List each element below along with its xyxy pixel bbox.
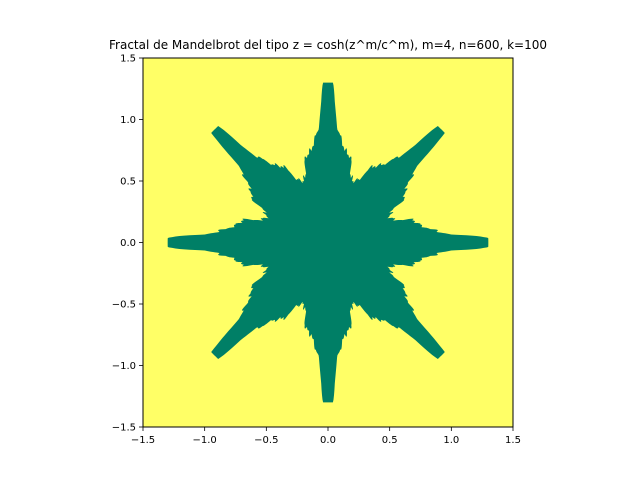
y-tick-label: 1.5 [120, 54, 136, 65]
plot-area [142, 57, 514, 428]
y-tick-label: −1.0 [112, 361, 136, 372]
x-tick-label: 0.5 [382, 435, 398, 446]
y-tick-label: −1.5 [112, 423, 136, 434]
x-tick-label: −0.5 [254, 435, 278, 446]
x-tick-label: 1.5 [505, 435, 521, 446]
y-tick-label: −0.5 [112, 300, 136, 311]
chart-title: Fractal de Mandelbrot del tipo z = cosh(… [109, 38, 547, 52]
x-tick-label: 0.0 [320, 435, 336, 446]
y-axis: −1.5 −1.0 −0.5 0.0 0.5 1.0 1.5 [112, 54, 143, 434]
y-tick-label: 0.5 [120, 177, 136, 188]
y-tick-label: 1.0 [120, 115, 136, 126]
x-axis: −1.5 −1.0 −0.5 0.0 0.5 1.0 1.5 [131, 427, 521, 446]
fractal-set [167, 82, 489, 403]
x-tick-label: −1.0 [193, 435, 217, 446]
x-tick-label: −1.5 [131, 435, 155, 446]
x-tick-label: 1.0 [443, 435, 459, 446]
y-tick-label: 0.0 [120, 238, 136, 249]
